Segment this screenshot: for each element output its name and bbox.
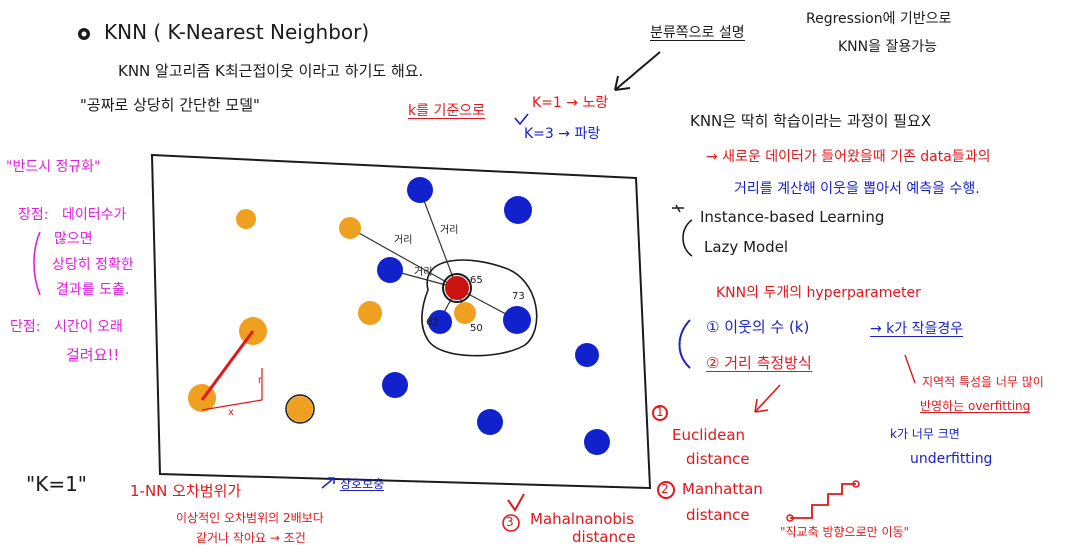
- mahal-label-1: Mahalnanobis: [530, 510, 634, 528]
- con-line-2: 걸려요!!: [66, 346, 120, 364]
- intro-quote: "공짜로 상당히 간단한 모델": [80, 96, 260, 114]
- pro-line-4: 결과를 도출.: [56, 282, 130, 298]
- blue-point: [377, 257, 403, 283]
- blue-point: [382, 372, 408, 398]
- blue-points: [377, 177, 610, 455]
- regression-note-2: KNN을 잘용가능: [838, 39, 937, 55]
- value-65: 65: [470, 275, 483, 286]
- blue-point: [503, 306, 531, 334]
- k3-example: K=3 → 파랑: [524, 126, 601, 142]
- pro-line-1: 데이터수가: [62, 207, 127, 223]
- orange-point: [236, 209, 256, 229]
- con-label: 단점:: [10, 319, 41, 335]
- hyperparameter-1: ① 이웃의 수 (k): [706, 318, 810, 336]
- blue-point: [428, 310, 452, 334]
- intro-line: KNN 알고리즘 K최근접이웃 이라고 하기도 해요.: [118, 62, 424, 80]
- dist-line: [349, 227, 458, 289]
- dist-label: 거리: [394, 235, 413, 246]
- hyperparameter-title: KNN의 두개의 hyperparameter: [716, 285, 921, 301]
- pro-line-3: 상당히 정확한: [52, 257, 134, 273]
- overfit-note-2: 반영하는 overfitting: [920, 399, 1031, 413]
- pro-label: 장점:: [18, 207, 49, 223]
- value-73: 73: [512, 291, 525, 302]
- r-label: r: [258, 375, 263, 386]
- blue-point: [575, 343, 599, 367]
- orange-point: [454, 302, 476, 324]
- blue-point: [504, 196, 532, 224]
- value-62: 62: [426, 317, 439, 328]
- bracket: [682, 219, 693, 257]
- orange-point: [339, 217, 361, 239]
- euclid-label-2: distance: [686, 450, 750, 468]
- euclid-line: [200, 330, 255, 401]
- k1-big-label: "K=1": [26, 472, 87, 496]
- k1-example: K=1 → 노랑: [532, 95, 609, 111]
- blue-point: [584, 429, 610, 455]
- num-3: 3: [506, 515, 514, 529]
- stair-note: "직교축 방향으로만 이동": [780, 525, 910, 539]
- neighborhood-circle: [421, 259, 538, 357]
- num-1: 1: [656, 405, 664, 419]
- instance-based-note: Instance-based Learning: [700, 208, 885, 226]
- value-50: 50: [470, 323, 483, 334]
- classify-arrow: [614, 51, 661, 91]
- manhattan-stairs: [790, 483, 856, 519]
- complement-note: 상호보충: [340, 477, 385, 491]
- x-label: x: [228, 407, 234, 418]
- one-nn-line-2: 이상적인 오차범위의 2배보다: [176, 511, 324, 525]
- one-nn-line-1: 1-NN 오차범위가: [130, 482, 242, 500]
- overfit-note-1: 지역적 특성을 너무 많이: [922, 375, 1044, 389]
- plot-frame: [150, 153, 652, 490]
- underfit-note-1: k가 너무 크면: [890, 427, 960, 441]
- underfit-note-2: underfitting: [910, 451, 993, 467]
- one-nn-line-3: 같거나 작아요 → 조건: [196, 531, 306, 545]
- hyperparameter-2: ② 거리 측정방식: [706, 354, 812, 372]
- dist-line: [419, 189, 458, 289]
- no-training-note: KNN은 딱히 학습이라는 과정이 필요X: [690, 112, 932, 130]
- regression-note-1: Regression에 기반으로: [806, 11, 952, 27]
- dist-label: 거리: [440, 225, 459, 236]
- mahal-label-2: distance: [572, 528, 636, 546]
- blue-point: [477, 409, 503, 435]
- con-line-1: 시간이 오래: [54, 319, 123, 335]
- new-data-note-2: 거리를 계산해 이웃을 뽑아서 예측을 수행.: [734, 181, 980, 197]
- classify-note: 분류쪽으로 설명: [650, 25, 745, 41]
- pro-line-2: 많으면: [54, 231, 93, 247]
- euclid-label-1: Euclidean: [672, 426, 746, 444]
- orange-point: [358, 301, 382, 325]
- new-data-note-1: → 새로운 데이터가 들어왔을때 기존 data들과의: [706, 149, 991, 165]
- blue-point: [407, 177, 433, 203]
- hyperparameter-1-note: → k가 작을경우: [870, 321, 964, 337]
- normalize-note: "반드시 정규화": [6, 159, 101, 175]
- page-title: KNN ( K-Nearest Neighbor): [104, 20, 370, 44]
- dist-label: 거리: [414, 267, 433, 278]
- lazy-model-note: Lazy Model: [704, 238, 789, 256]
- manhattan-label-2: distance: [686, 506, 750, 524]
- query-point: [445, 276, 469, 300]
- orange-point: [287, 396, 313, 422]
- manhattan-label-1: Manhattan: [682, 480, 763, 498]
- num-2: 2: [661, 482, 669, 496]
- k-base-note: k를 기준으로: [408, 103, 485, 119]
